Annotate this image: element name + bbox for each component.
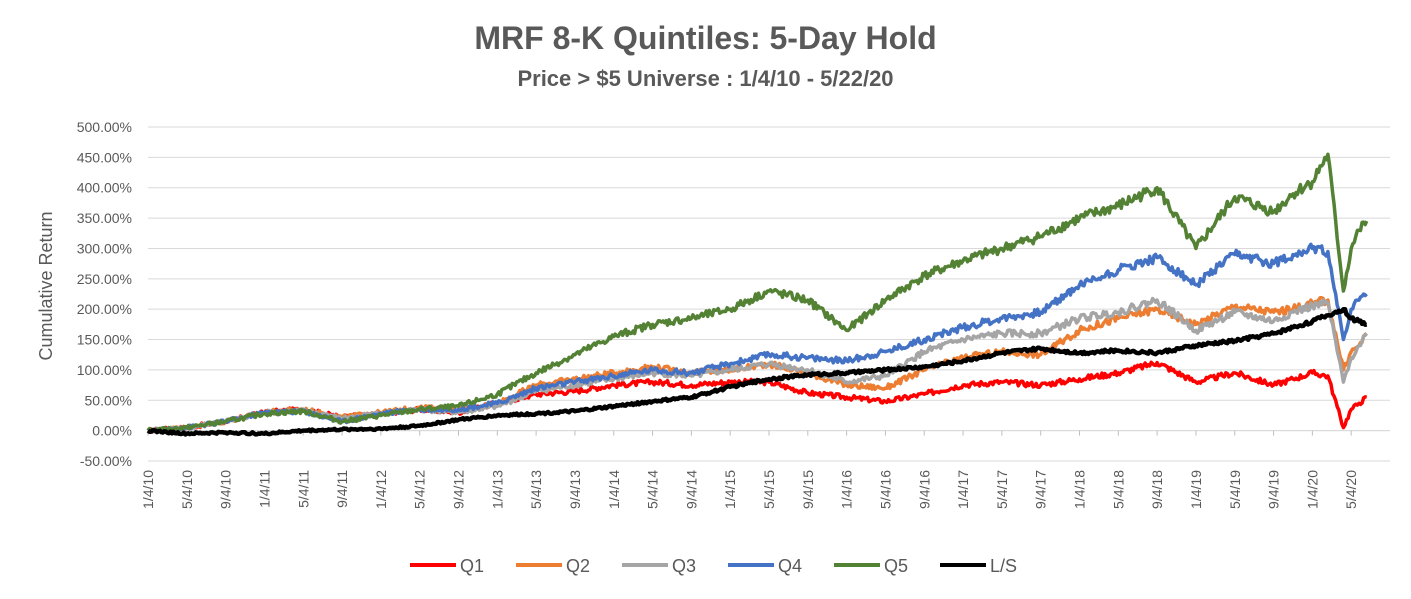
series-line-ls — [146, 306, 1368, 437]
x-tick-label: 5/4/12 — [412, 470, 428, 509]
chart-title: MRF 8-K Quintiles: 5-Day Hold — [474, 20, 937, 56]
x-tick-label: 1/4/19 — [1188, 470, 1204, 509]
x-tick-label: 5/4/19 — [1227, 470, 1243, 509]
y-tick-label: 0.00% — [92, 423, 132, 439]
legend-label: Q3 — [672, 556, 696, 576]
x-tick-label: 5/4/10 — [179, 470, 195, 509]
x-tick-label: 9/4/13 — [567, 470, 583, 509]
series-lines — [146, 152, 1369, 437]
x-tick-label: 9/4/12 — [451, 470, 467, 509]
x-tick-label: 5/4/14 — [645, 470, 661, 509]
x-tick-label: 1/4/15 — [722, 470, 738, 509]
y-tick-label: 500.00% — [77, 119, 132, 135]
x-tick-label: 5/4/16 — [877, 470, 893, 509]
legend-label: Q4 — [778, 556, 802, 576]
y-tick-label: 250.00% — [77, 271, 132, 287]
x-tick-label: 5/4/17 — [994, 470, 1010, 509]
chart-subtitle: Price > $5 Universe : 1/4/10 - 5/22/20 — [517, 66, 894, 91]
x-tick-label: 1/4/14 — [606, 470, 622, 509]
x-tick-label: 5/4/18 — [1110, 470, 1126, 509]
x-tick-label: 1/4/16 — [839, 470, 855, 509]
legend-label: Q5 — [884, 556, 908, 576]
y-tick-label: 150.00% — [77, 332, 132, 348]
x-tick-label: 9/4/14 — [683, 470, 699, 509]
series-line-q5 — [146, 152, 1369, 434]
x-tick-label: 1/4/13 — [489, 470, 505, 509]
x-tick-label: 9/4/17 — [1033, 470, 1049, 509]
y-tick-label: 350.00% — [77, 210, 132, 226]
y-tick-label: 400.00% — [77, 180, 132, 196]
x-tick-label: 5/4/11 — [295, 470, 311, 508]
y-tick-label: 450.00% — [77, 149, 132, 165]
x-tick-label: 9/4/16 — [916, 470, 932, 509]
x-tick-label: 5/4/20 — [1343, 470, 1359, 509]
y-axis-ticks: -50.00% 0.00% 50.00% 100.00% 150.00% 200.00% 2… — [77, 119, 132, 469]
series-line-q1 — [146, 360, 1368, 434]
legend-label: Q1 — [460, 556, 484, 576]
x-tick-label: 1/4/18 — [1072, 470, 1088, 509]
y-tick-label: 300.00% — [77, 240, 132, 256]
legend: Q1 Q2 Q3 Q4 Q5 L/S — [410, 556, 1017, 576]
x-tick-label: 1/4/10 — [140, 470, 156, 509]
x-tick-label: 1/4/20 — [1304, 470, 1320, 509]
x-tick-label: 1/4/17 — [955, 470, 971, 509]
legend-label: Q2 — [566, 556, 590, 576]
y-tick-label: -50.00% — [80, 453, 132, 469]
legend-label: L/S — [990, 556, 1017, 576]
y-axis-label: Cumulative Return — [36, 211, 56, 360]
y-tick-label: 200.00% — [77, 301, 132, 317]
x-tick-label: 9/4/11 — [334, 470, 350, 508]
grid-lines — [148, 126, 1390, 462]
x-axis-ticks: 1/4/10 5/4/10 9/4/10 1/4/11 5/4/11 9/4/11 1/4/… — [140, 430, 1359, 509]
x-tick-label: 1/4/12 — [373, 470, 389, 509]
y-tick-label: 50.00% — [85, 392, 132, 408]
series-line-q4 — [146, 242, 1368, 434]
x-tick-label: 9/4/10 — [218, 470, 234, 509]
x-tick-label: 5/4/13 — [528, 470, 544, 509]
x-tick-label: 5/4/15 — [761, 470, 777, 509]
x-tick-label: 1/4/11 — [256, 470, 272, 508]
x-tick-label: 9/4/19 — [1266, 470, 1282, 509]
y-tick-label: 100.00% — [77, 362, 132, 378]
x-tick-label: 9/4/15 — [800, 470, 816, 509]
x-tick-label: 9/4/18 — [1149, 470, 1165, 509]
